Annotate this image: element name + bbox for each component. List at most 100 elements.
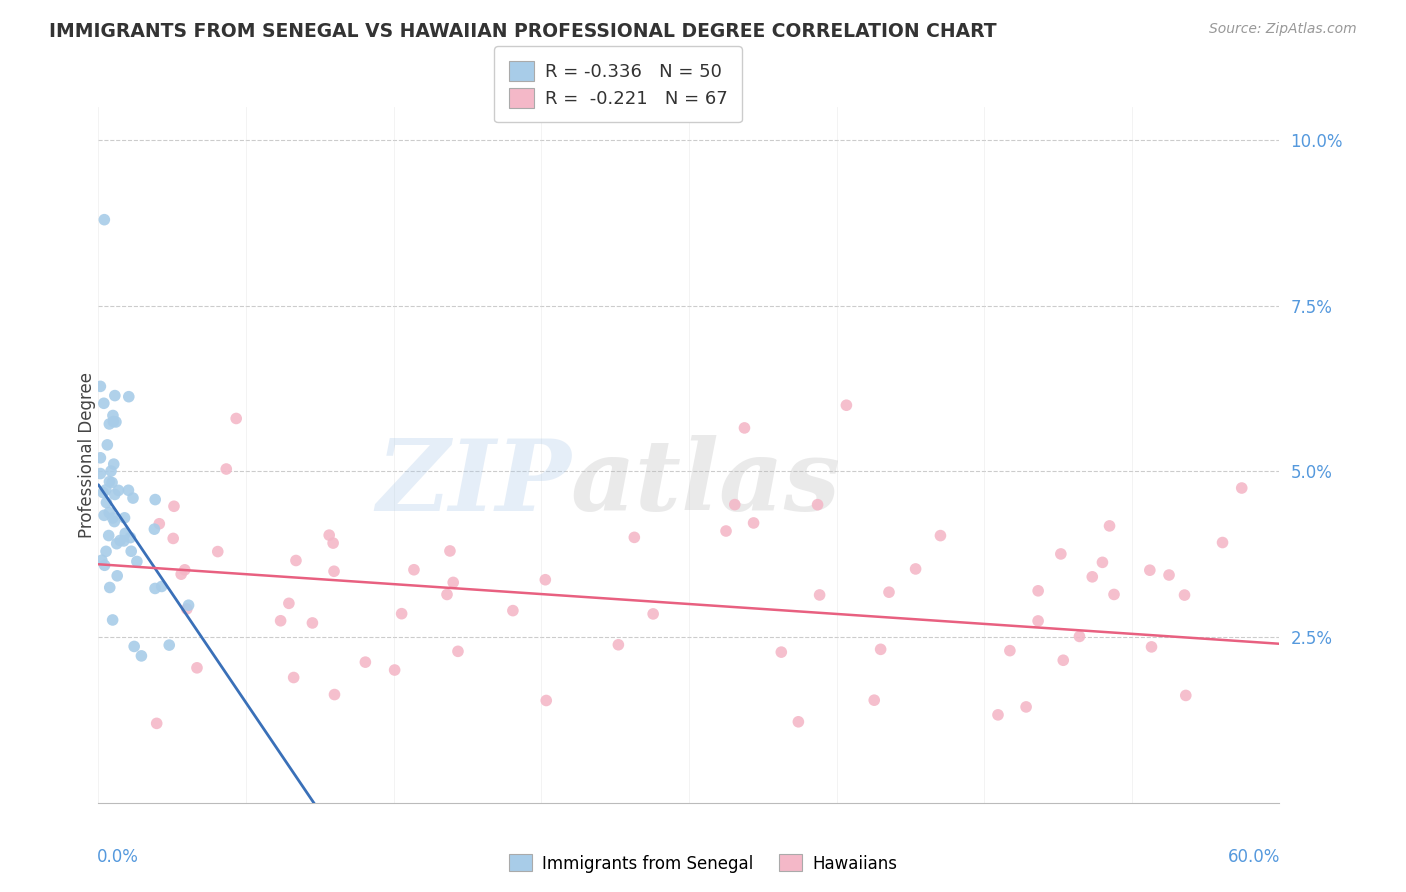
Point [607,638,630,652]
Point [170,567,193,582]
Point [120,544,142,558]
Point [1157,568,1180,582]
Point [270,614,292,628]
Text: atlas: atlas [571,434,841,531]
Point [770,645,793,659]
Point [176,602,198,616]
Point [1091,555,1114,569]
Point [100,464,122,478]
Point [1052,653,1074,667]
Point [714,524,737,538]
Point [98,506,121,520]
Point [104,388,127,402]
Point [186,661,208,675]
Point [733,421,755,435]
Point [1081,570,1104,584]
Point [207,544,229,558]
Point [104,487,127,501]
Point [643,607,665,621]
Point [89,379,111,393]
Point [384,663,406,677]
Point [125,554,148,568]
Point [89,467,111,481]
Point [103,457,125,471]
Point [285,553,308,567]
Point [93,558,115,573]
Point [436,587,458,601]
Point [1026,614,1049,628]
Point [904,562,927,576]
Point [101,475,124,490]
Point [96,495,118,509]
Point [787,714,810,729]
Point [103,515,125,529]
Point [447,644,470,658]
Point [1212,535,1234,549]
Legend: Immigrants from Senegal, Hawaiians: Immigrants from Senegal, Hawaiians [502,847,904,880]
Point [122,640,145,654]
Point [441,575,464,590]
Point [998,643,1021,657]
Point [402,563,425,577]
Text: IMMIGRANTS FROM SENEGAL VS HAWAIIAN PROFESSIONAL DEGREE CORRELATION CHART: IMMIGRANTS FROM SENEGAL VS HAWAIIAN PROF… [49,22,997,41]
Point [118,390,141,404]
Point [806,498,828,512]
Point [1140,640,1163,654]
Point [98,417,121,431]
Point [93,212,115,227]
Point [131,648,153,663]
Point [117,483,139,498]
Point [877,585,900,599]
Point [502,604,524,618]
Text: 0.0%: 0.0% [97,848,139,866]
Point [143,492,166,507]
Point [89,450,111,465]
Point [94,483,117,497]
Point [120,531,142,545]
Point [105,537,128,551]
Point [150,579,173,593]
Point [104,415,127,429]
Point [534,573,557,587]
Point [101,613,124,627]
Point [354,655,377,669]
Point [143,582,166,596]
Point [225,411,247,425]
Point [283,671,305,685]
Point [277,596,299,610]
Point [1174,689,1197,703]
Point [863,693,886,707]
Point [215,462,238,476]
Point [101,511,124,525]
Point [107,483,129,498]
Point [112,533,135,548]
Point [1069,629,1091,643]
Point [91,485,114,500]
Point [105,569,128,583]
Point [148,516,170,531]
Point [742,516,765,530]
Point [301,615,323,630]
Point [536,693,558,707]
Point [90,553,112,567]
Point [929,528,952,542]
Text: Source: ZipAtlas.com: Source: ZipAtlas.com [1209,22,1357,37]
Point [724,498,747,512]
Point [323,564,346,578]
Point [391,607,413,621]
Text: ZIP: ZIP [375,434,571,531]
Point [1026,583,1049,598]
Point [143,522,166,536]
Point [173,563,195,577]
Point [163,500,186,514]
Point [1139,563,1161,577]
Point [114,511,136,525]
Point [1098,519,1121,533]
Point [93,396,115,410]
Legend: R = -0.336   N = 50, R =  -0.221   N = 67: R = -0.336 N = 50, R = -0.221 N = 67 [494,46,742,122]
Point [323,688,346,702]
Point [439,544,461,558]
Point [108,533,131,548]
Point [1102,587,1125,601]
Point [835,398,858,412]
